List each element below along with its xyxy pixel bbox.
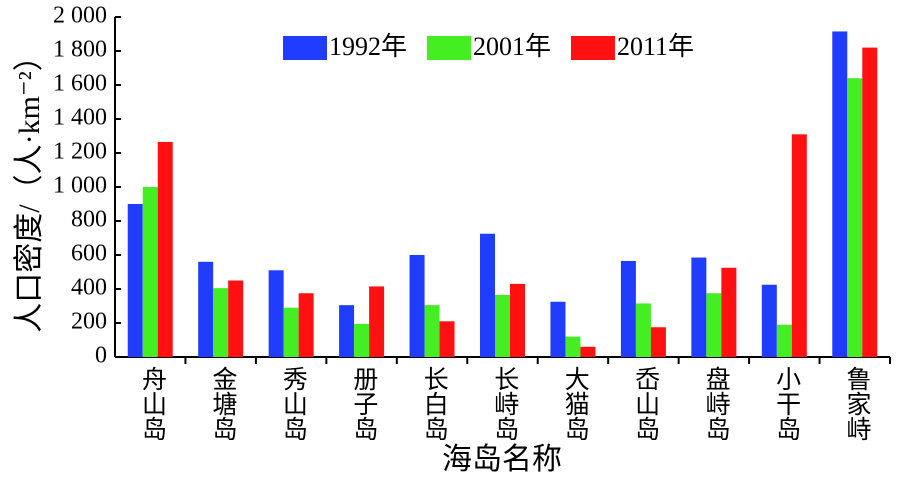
x-tick-label: 长白岛 [420, 366, 448, 441]
bar [298, 293, 314, 357]
y-tick-label: 1 000 [53, 173, 107, 199]
bar [761, 284, 777, 357]
bar [706, 293, 722, 357]
bar [791, 134, 807, 357]
bar [691, 257, 707, 357]
bar [369, 286, 385, 357]
bar [268, 270, 284, 357]
y-tick-label: 1 800 [53, 37, 107, 63]
bar [862, 47, 878, 357]
bar [439, 321, 455, 357]
bar [847, 78, 863, 357]
bar [620, 260, 636, 357]
legend-label: 1992年 [329, 32, 407, 61]
bar [650, 327, 666, 357]
legend-swatch [283, 36, 327, 60]
x-tick-label: 册子岛 [350, 366, 379, 441]
bar [228, 280, 244, 357]
bar [424, 305, 440, 357]
x-tick-label: 岙山岛 [632, 366, 660, 441]
bar [565, 336, 581, 357]
y-tick-label: 0 [95, 343, 107, 369]
bar [776, 324, 792, 357]
y-tick-label: 1 600 [53, 71, 107, 97]
bar [721, 267, 737, 357]
bar [832, 31, 848, 357]
legend-swatch [571, 36, 615, 60]
x-tick-label: 金塘岛 [209, 366, 238, 441]
y-tick-label: 400 [71, 275, 107, 301]
bar [142, 187, 158, 357]
legend-swatch [427, 36, 471, 60]
bar [580, 346, 596, 357]
x-tick-label: 秀山岛 [279, 366, 308, 441]
y-axis-title: 人口密度/（人·km⁻²） [13, 41, 46, 333]
x-tick-label: 盘峙岛 [702, 366, 730, 441]
bar [198, 261, 214, 357]
bar [409, 255, 425, 357]
x-tick-label: 长峙岛 [491, 366, 519, 441]
bar [510, 283, 525, 357]
x-tick-label: 小干岛 [773, 366, 802, 441]
x-tick-label: 大猫岛 [561, 366, 590, 441]
bar [283, 307, 299, 357]
x-tick-label: 鲁家峙 [843, 366, 872, 441]
x-tick-label: 舟山岛 [138, 366, 167, 441]
bar [157, 141, 173, 357]
legend-label: 2001年 [473, 32, 551, 61]
bar [127, 204, 143, 357]
bar [213, 288, 229, 357]
y-tick-label: 200 [71, 309, 107, 335]
legend-label: 2011年 [617, 32, 694, 61]
bar [354, 323, 370, 357]
y-tick-label: 2 000 [53, 3, 107, 29]
x-axis-title: 海岛名称 [442, 443, 562, 476]
bar [550, 301, 566, 357]
y-tick-label: 600 [71, 241, 107, 267]
y-tick-label: 800 [71, 207, 107, 233]
y-tick-label: 1 200 [53, 139, 107, 165]
bar [635, 303, 651, 357]
y-tick-label: 1 400 [53, 105, 107, 131]
bar [339, 305, 355, 357]
bar [480, 233, 495, 357]
bar [495, 294, 510, 357]
